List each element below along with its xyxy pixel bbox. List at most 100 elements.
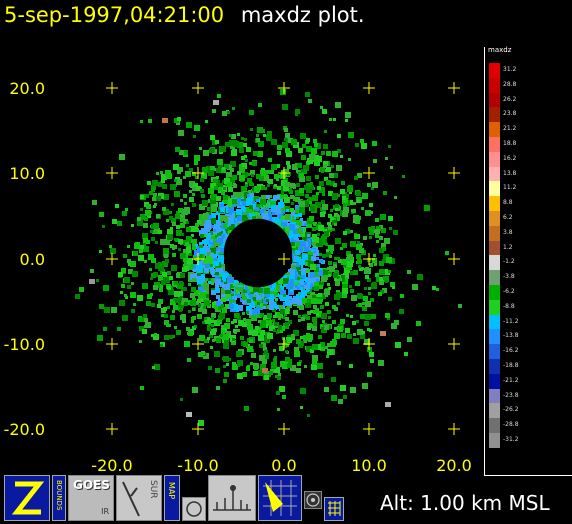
color-scale-label: 26.2: [503, 95, 517, 103]
sur-button[interactable]: SUR: [116, 475, 162, 521]
color-scale-label: 21.2: [503, 125, 517, 133]
y-tick-label: -10.0: [4, 335, 45, 354]
color-scale-label: 23.8: [503, 110, 517, 118]
grid-button[interactable]: [324, 497, 344, 521]
color-scale-swatch: [489, 299, 500, 316]
color-scale-label: -8.8: [503, 302, 515, 310]
color-scale-label: 11.2: [503, 184, 517, 192]
color-scale-swatch: [489, 196, 500, 212]
color-scale-label: -18.8: [503, 362, 519, 369]
color-scale-label: -3.8: [503, 273, 515, 281]
circle-icon: [186, 501, 202, 517]
color-scale-swatch: [489, 63, 500, 79]
grid-cross: [448, 82, 460, 94]
circle-button[interactable]: [182, 497, 206, 521]
color-scale-label: 18.8: [503, 140, 517, 147]
wheel-button[interactable]: [304, 491, 322, 509]
grid-cross: [448, 423, 460, 435]
grid-cross: [278, 253, 290, 265]
color-scale-label: -11.2: [503, 317, 519, 325]
color-scale-swatch: [489, 373, 500, 390]
color-scale-label: -13.8: [503, 332, 519, 340]
color-scale-swatch: [489, 388, 500, 404]
color-scale-swatch: [489, 314, 500, 330]
radar-sweep-button[interactable]: [258, 475, 302, 521]
x-tick-label: 0.0: [271, 456, 296, 475]
grid-cross: [192, 423, 204, 435]
grid-cross: [278, 423, 290, 435]
station-button[interactable]: [208, 475, 256, 521]
color-scale-swatch: [489, 77, 500, 94]
grid-cross: [278, 167, 290, 179]
goes-sub-label: IR: [101, 507, 109, 516]
color-scale-label: -31.2: [503, 436, 519, 443]
color-scale-label: -23.8: [503, 391, 519, 399]
color-scale-swatch: [489, 181, 500, 197]
color-scale-swatch: [489, 211, 500, 227]
color-scale-swatch: [489, 270, 500, 286]
color-scale-label: 3.8: [503, 228, 513, 236]
station-icon: [213, 485, 251, 511]
grid-cross: [106, 338, 118, 350]
color-scale-swatch: [489, 255, 500, 271]
wheel-icon: [306, 493, 320, 507]
color-scale-swatch: [489, 418, 500, 434]
grid-icon: [328, 501, 341, 516]
radar-echoes: [75, 89, 462, 426]
color-scale-frame: [484, 47, 572, 476]
color-scale-swatch: [489, 107, 500, 123]
y-tick-label: 0.0: [20, 250, 45, 269]
y-tick-labels: 20.0 10.0 0.0 -10.0 -20.0: [4, 79, 45, 439]
x-tick-label: 20.0: [436, 456, 472, 475]
plot-title: 5-sep-1997,04:21:00 maxdz plot.: [4, 3, 365, 27]
color-scale-swatch: [489, 329, 500, 345]
sur-label: SUR: [148, 480, 158, 499]
grid-cross: [448, 253, 460, 265]
grid-cross: [192, 253, 204, 265]
bounds-button[interactable]: BOUNDS: [52, 475, 66, 521]
color-scale-swatch: [489, 166, 500, 182]
z-logo-button[interactable]: [4, 475, 50, 521]
radar-blind-zone: [223, 218, 293, 288]
bounds-label: BOUNDS: [55, 480, 63, 511]
color-scale-label: 28.8: [503, 80, 517, 88]
radar-sweep-icon: [263, 480, 297, 516]
x-tick-label: -20.0: [91, 456, 132, 475]
grid-cross: [192, 82, 204, 94]
color-scale-label: -16.2: [503, 347, 519, 355]
color-scale-label: 16.2: [503, 154, 517, 162]
x-tick-label: 10.0: [351, 456, 387, 475]
y-tick-label: -20.0: [4, 420, 45, 439]
altitude-label: Alt: 1.00 km MSL: [380, 491, 550, 515]
map-button[interactable]: MAP: [164, 475, 180, 521]
color-scale-swatch: [489, 225, 500, 242]
goes-ir-button[interactable]: GOES IR: [68, 475, 114, 521]
color-scale-label: 13.8: [503, 169, 517, 177]
grid-cross: [448, 167, 460, 179]
color-scale-label: -28.8: [503, 421, 519, 429]
grid-cross: [278, 338, 290, 350]
grid-cross: [363, 82, 375, 94]
map-label: MAP: [167, 482, 176, 500]
y-tick-label: 10.0: [9, 164, 45, 183]
color-scale-swatch: [489, 359, 500, 375]
color-scale-title: maxdz: [488, 46, 512, 54]
y-tick-label: 20.0: [9, 79, 45, 98]
x-tick-labels: -20.0 -10.0 0.0 10.0 20.0: [91, 456, 472, 475]
color-scale-swatch: [489, 137, 500, 153]
color-scale-swatch: [489, 240, 500, 256]
goes-label: GOES: [73, 478, 110, 492]
plot-name: maxdz plot.: [240, 3, 365, 27]
color-scale-swatch: [489, 92, 500, 108]
grid-cross: [363, 338, 375, 350]
color-scale-swatch: [489, 122, 500, 138]
color-scale-swatch: [489, 151, 500, 168]
grid-cross: [192, 167, 204, 179]
grid-cross: [363, 423, 375, 435]
color-scale-label: 1.2: [503, 243, 513, 251]
grid-cross: [106, 82, 118, 94]
color-scale-label: -1.2: [503, 258, 515, 266]
grid-cross: [192, 338, 204, 350]
color-scale-label: -21.2: [503, 376, 519, 384]
